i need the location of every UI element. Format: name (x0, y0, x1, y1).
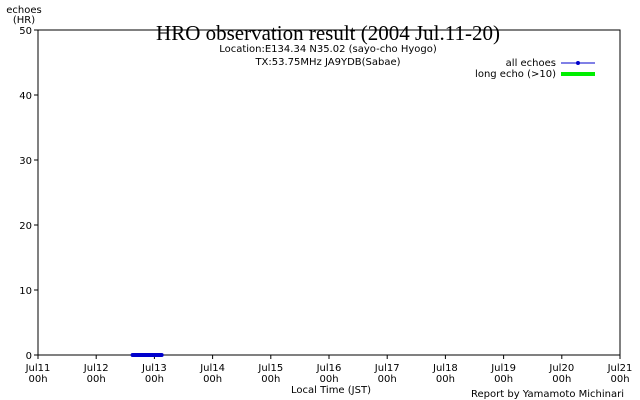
subtitle: TX:53.75MHz JA9YDB(Sabae) (254, 57, 400, 68)
data-point (159, 353, 164, 357)
subtitle: Location:E134.34 N35.02 (sayo-cho Hyogo) (219, 44, 437, 55)
x-tick-label: Jul19 (490, 363, 516, 374)
x-tick-label: Jul13 (141, 363, 167, 374)
x-tick-label: 00h (436, 374, 455, 385)
x-tick-label: 00h (28, 374, 47, 385)
legend-marker (576, 61, 580, 65)
x-tick-label: Jul15 (257, 363, 283, 374)
x-tick-label: 00h (378, 374, 397, 385)
x-tick-label: Jul20 (548, 363, 574, 374)
legend-label: all echoes (506, 58, 556, 69)
chart-title: HRO observation result (2004 Jul.11-20) (156, 21, 500, 45)
x-tick-label: 00h (203, 374, 222, 385)
x-tick-label: Jul12 (83, 363, 109, 374)
y-tick-label: 50 (19, 26, 32, 37)
y-tick-label: 20 (19, 221, 32, 232)
x-tick-label: 00h (552, 374, 571, 385)
x-tick-label: Jul21 (607, 363, 633, 374)
x-tick-label: Jul14 (199, 363, 225, 374)
x-tick-label: Jul11 (25, 363, 51, 374)
y-axis-label: echoes (6, 5, 41, 16)
x-tick-label: Jul16 (316, 363, 342, 374)
x-tick-label: Jul18 (432, 363, 458, 374)
x-tick-label: 00h (145, 374, 164, 385)
y-tick-label: 0 (26, 351, 32, 362)
y-tick-label: 40 (19, 91, 32, 102)
x-tick-label: Jul17 (374, 363, 400, 374)
legend-label: long echo (>10) (475, 69, 556, 80)
x-tick-label: 00h (319, 374, 338, 385)
y-tick-label: 30 (19, 156, 32, 167)
x-tick-label: 00h (610, 374, 629, 385)
x-tick-label: 00h (261, 374, 280, 385)
x-tick-label: 00h (87, 374, 106, 385)
y-axis-label: (HR) (13, 15, 35, 26)
annotation: Report by Yamamoto Michinari (471, 389, 624, 400)
x-axis-label: Local Time (JST) (291, 385, 371, 396)
x-tick-label: 00h (494, 374, 513, 385)
y-tick-label: 10 (19, 286, 32, 297)
